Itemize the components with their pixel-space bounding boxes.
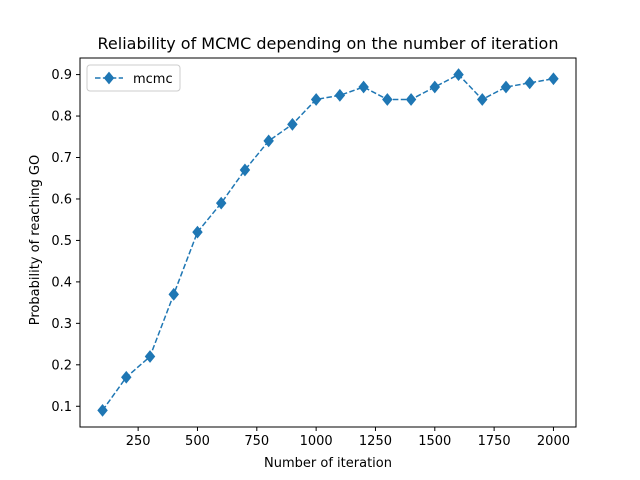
legend-box <box>86 64 181 92</box>
series-line-mcmc <box>101 73 554 411</box>
data-point <box>310 93 322 106</box>
data-point <box>192 225 203 239</box>
data-point <box>239 163 251 177</box>
data-point <box>358 80 369 94</box>
data-point <box>97 404 108 417</box>
x-tick-label: 1250 <box>359 434 392 449</box>
x-tick-label: 1500 <box>418 434 451 449</box>
x-axis-title: Number of iteration <box>264 456 392 471</box>
axes-frame <box>79 57 577 428</box>
legend-marker <box>103 71 115 85</box>
y-tick-label: 0.9 <box>51 68 72 83</box>
y-tick-label: 0.2 <box>51 358 72 373</box>
x-tick-label: 1750 <box>478 434 511 449</box>
y-axis-title: Probability of reaching GO <box>28 155 43 325</box>
x-tick-label: 2000 <box>537 434 570 449</box>
data-point <box>215 196 227 210</box>
data-point <box>524 76 535 90</box>
y-tick-label: 0.7 <box>51 151 72 166</box>
y-tick-label: 0.5 <box>51 234 72 249</box>
x-tick-label: 750 <box>244 434 269 449</box>
legend-label: mcmc <box>133 72 173 87</box>
data-point <box>168 287 179 301</box>
x-tick-label: 500 <box>185 434 210 449</box>
y-tick-label: 0.8 <box>51 110 72 125</box>
plot-area: 250 500 750 1000 1250 1500 1750 2000 0.1 0.2 0.3 0.… <box>51 57 577 449</box>
data-point <box>500 80 512 94</box>
y-tick-label: 0.4 <box>51 275 72 290</box>
data-point <box>405 93 417 106</box>
y-tick-label: 0.1 <box>51 400 72 415</box>
y-tick-label: 0.6 <box>51 192 72 207</box>
data-point <box>548 72 559 86</box>
y-tick-label: 0.3 <box>51 317 72 332</box>
data-point <box>121 370 132 384</box>
data-point <box>263 134 274 148</box>
chart-title: Reliability of MCMC depending on the num… <box>98 34 559 53</box>
data-point <box>144 350 156 363</box>
data-point <box>382 93 393 106</box>
data-point <box>477 93 488 106</box>
data-point <box>429 80 441 94</box>
x-tick-label: 250 <box>126 434 151 449</box>
data-point <box>287 117 298 131</box>
legend: mcmc <box>86 64 181 92</box>
x-tick-label: 1000 <box>300 434 333 449</box>
data-point <box>334 88 346 102</box>
data-point <box>453 68 464 81</box>
